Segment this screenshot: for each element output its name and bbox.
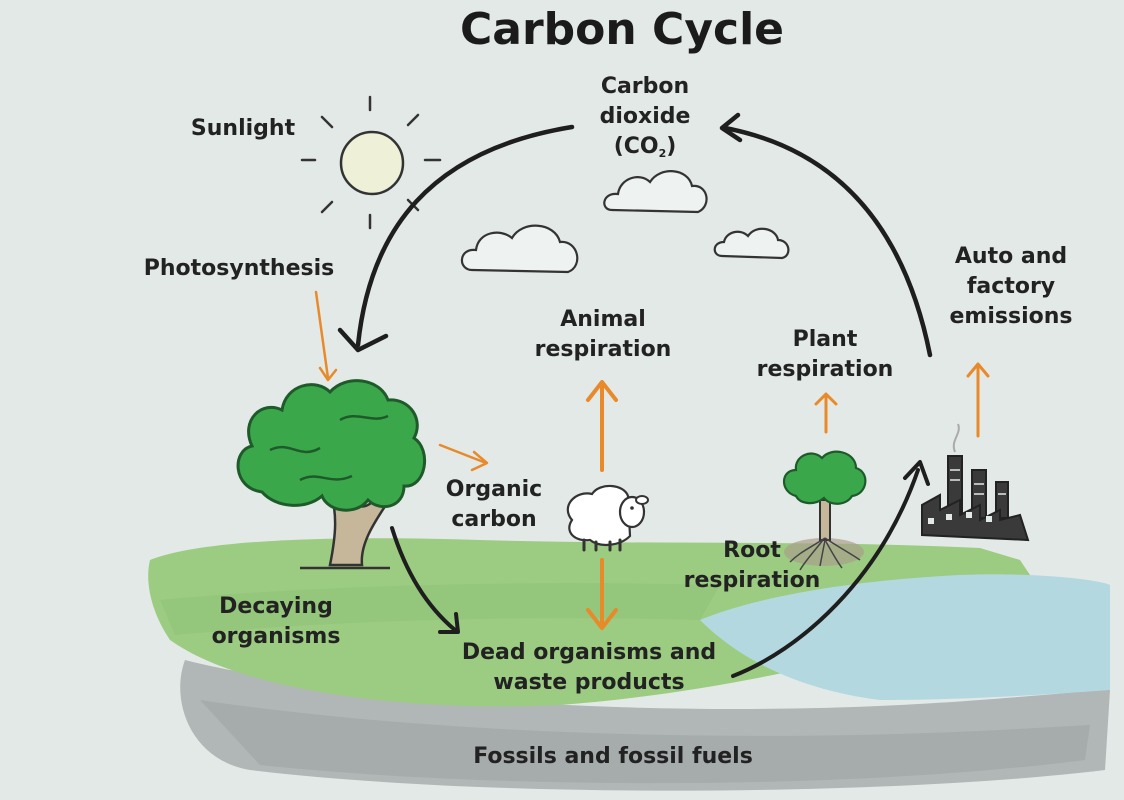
orange-arrows xyxy=(314,290,990,630)
factory-icon xyxy=(921,423,1030,542)
cycle-arrow-right xyxy=(722,125,933,358)
fossil-layer-shade xyxy=(200,700,1090,784)
arrow-to-dead-organisms xyxy=(390,526,457,632)
emissions-label: Auto and factory emissions xyxy=(949,244,1073,329)
organic-carbon-label: Organic carbon xyxy=(445,477,543,532)
tree-icon xyxy=(236,379,427,570)
grass-shade xyxy=(160,583,720,635)
decaying-organisms-label: Decaying organisms xyxy=(211,594,341,649)
arrowhead-photosynthesis xyxy=(337,327,389,353)
arrowhead-factory xyxy=(903,460,930,486)
arrowhead-co2 xyxy=(719,112,743,143)
root-respiration-label: Root respiration xyxy=(683,538,821,593)
dead-organisms-label: Dead organisms and waste products xyxy=(461,640,717,695)
photosynthesis-label: Photosynthesis xyxy=(143,256,335,281)
arrowhead-dead xyxy=(438,612,460,634)
co2-label: Carbon dioxide (CO2) xyxy=(599,74,691,160)
page-title: Carbon Cycle xyxy=(459,4,785,55)
plant-respiration-label: Plant respiration xyxy=(756,327,894,382)
sheep-icon xyxy=(566,484,649,552)
cycle-arrow-left xyxy=(355,124,575,348)
small-tree-icon xyxy=(782,450,867,571)
cloud-icon xyxy=(460,224,579,274)
sun-icon xyxy=(300,95,442,230)
water xyxy=(700,574,1110,700)
fossils-label: Fossils and fossil fuels xyxy=(473,744,753,769)
arrow-to-factory xyxy=(731,468,920,678)
cloud-icon xyxy=(603,170,708,214)
cloud-icon xyxy=(713,227,790,260)
sunlight-label: Sunlight xyxy=(190,116,296,141)
animal-respiration-label: Animal respiration xyxy=(534,307,672,362)
